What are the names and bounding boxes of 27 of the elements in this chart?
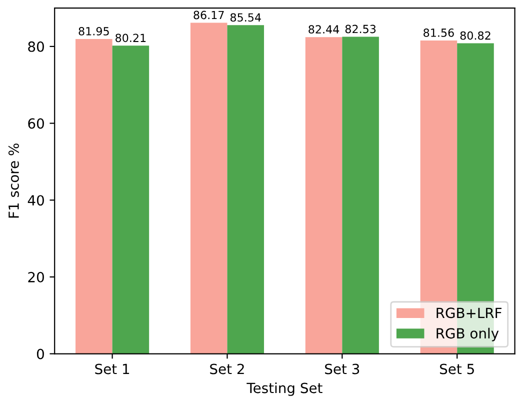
y-tick-label: 20 (28, 272, 44, 282)
data-label: 86.17 (194, 10, 224, 20)
data-label: 80.21 (116, 34, 146, 42)
y-tick-label: 80 (28, 41, 44, 52)
bar (190, 22, 228, 354)
bar (305, 37, 342, 354)
x-axis-title: Testing Set (246, 382, 322, 396)
y-axis-title: F1 score % (8, 144, 19, 218)
data-label: 81.95 (78, 27, 109, 36)
bar (76, 38, 112, 354)
data-label: 82.53 (345, 24, 376, 34)
x-tick-label: Set 2 (210, 364, 244, 374)
y-tick-label: 40 (28, 195, 44, 206)
data-label: 81.56 (424, 28, 454, 37)
legend-label: RGB only (436, 328, 499, 342)
x-tick-label: Set 3 (325, 364, 360, 374)
y-tick-label: 0 (36, 348, 44, 360)
data-label: 80.82 (460, 31, 490, 40)
bar (342, 36, 379, 354)
bar (112, 46, 150, 354)
bar (227, 25, 264, 354)
data-label: 85.54 (230, 13, 261, 22)
x-tick-label: Set 1 (95, 364, 130, 374)
legend-label: RGB+LRF (436, 308, 502, 318)
y-tick-label: 60 (28, 118, 44, 129)
data-label: 82.44 (308, 25, 340, 34)
x-tick-label: Set 5 (440, 364, 474, 374)
